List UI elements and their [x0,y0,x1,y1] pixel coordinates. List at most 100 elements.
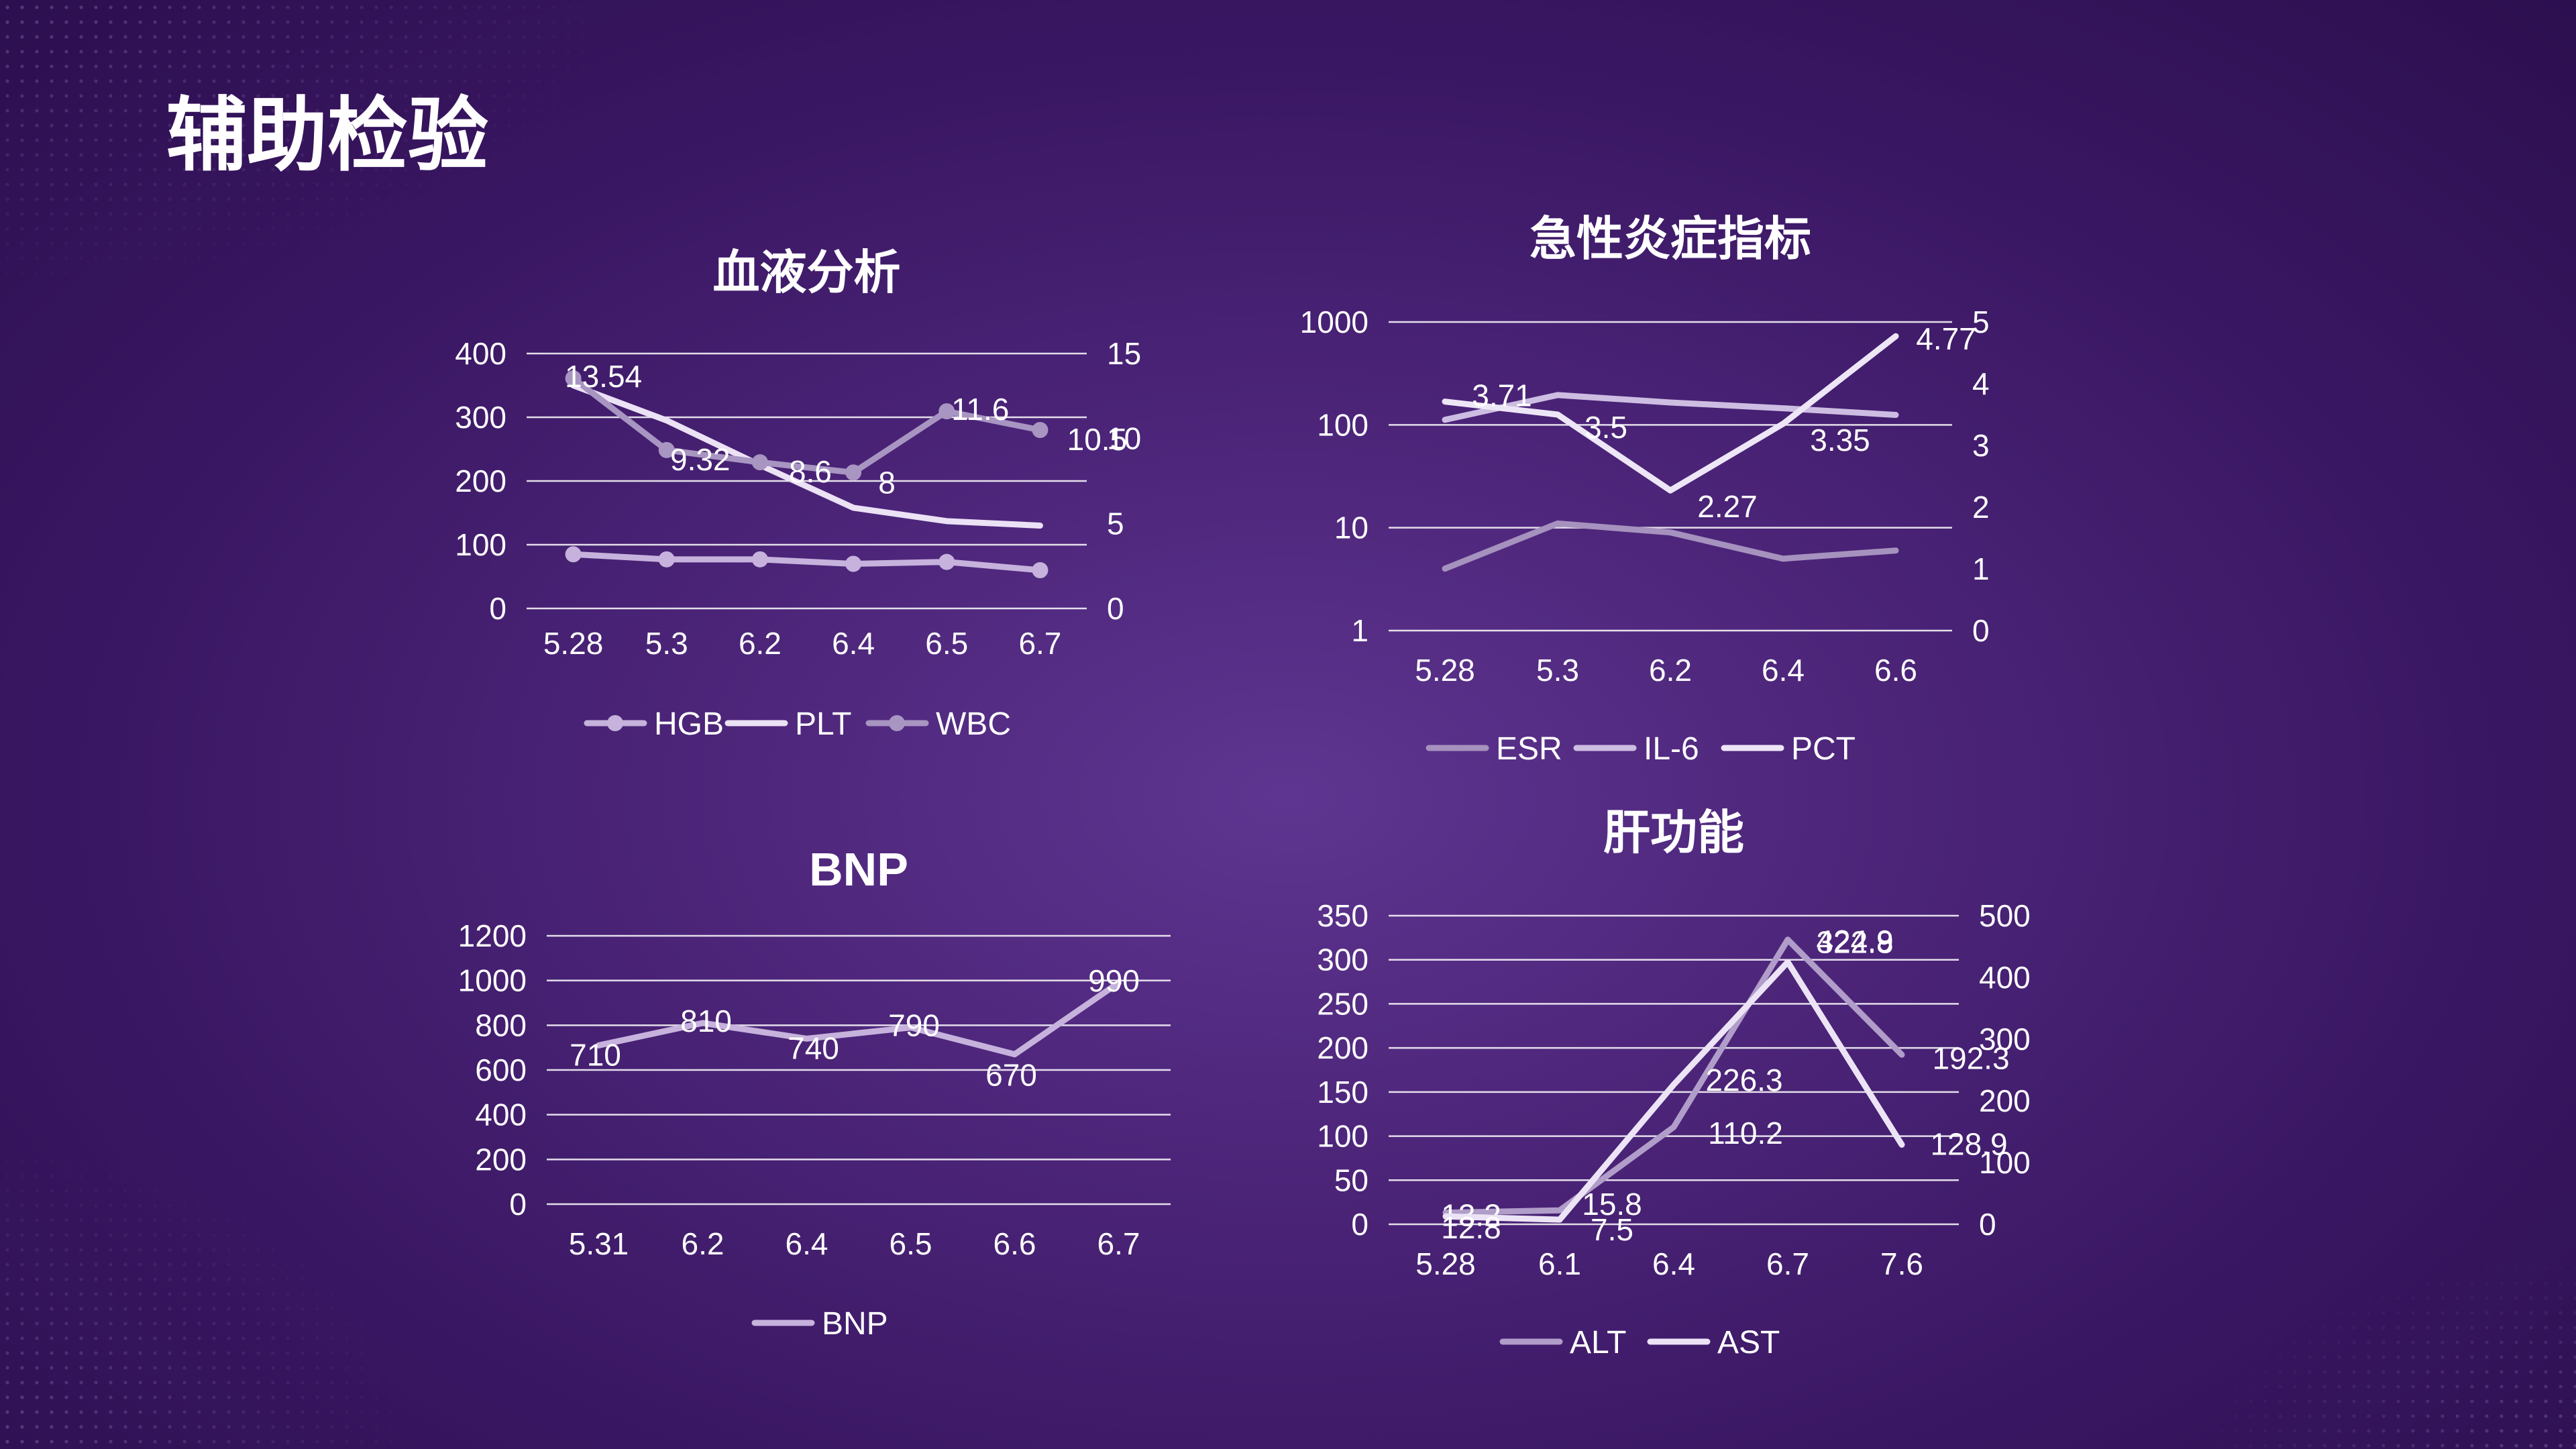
data-label: 810 [680,1004,732,1038]
series-line-ast [1442,959,1905,1223]
y2-axis-tick-label: 0 [1107,591,1124,626]
series-line-bnp [596,979,1122,1058]
y-axis-tick-label: 0 [1351,1207,1368,1242]
y-axis-tick-label: 200 [455,464,506,498]
y-axis-tick-label: 300 [1317,943,1368,977]
series-marker-wbc [658,441,675,458]
data-label: 3.5 [1585,410,1627,445]
x-axis-tick-label: 6.4 [1762,653,1805,688]
data-label: 110.2 [1708,1116,1783,1150]
y2-axis-tick-label: 0 [1972,613,1990,648]
data-label: 226.3 [1705,1063,1782,1097]
y-axis-tick-label: 150 [1317,1075,1368,1110]
data-label: 424.9 [1816,924,1893,959]
data-label: 8.6 [789,454,832,489]
liver-function-chart: 肝功能 0 50 100 150 200 250 300 350 0 100 200 300 400 500… [1317,806,2031,1360]
data-label: 990 [1088,963,1140,998]
x-axis-tick-label: 5.3 [645,626,688,661]
x-axis-tick-label: 6.7 [1766,1246,1809,1281]
series-marker-wbc [751,454,768,471]
chart-title: BNP [809,843,908,896]
series-marker-wbc [938,403,955,420]
series-marker-hgb [565,546,582,563]
x-axis-tick-label: 6.2 [1649,653,1692,688]
y-axis-tick-label: 10 [1334,511,1368,545]
y-axis-tick-label: 0 [509,1187,527,1222]
data-label: 8 [878,465,896,500]
data-label: 13.54 [565,359,642,394]
x-axis-tick-label: 6.5 [890,1226,932,1261]
series-line-esr [1442,520,1899,572]
data-label: 11.6 [951,392,1009,427]
series-line-plt [570,382,1043,529]
x-axis-tick-label: 7.6 [1880,1246,1923,1281]
chart-title: 急性炎症指标 [1529,213,1811,265]
data-label: 710 [570,1037,621,1072]
y2-axis-tick-label: 5 [1972,305,1990,339]
data-label: 4.77 [1916,321,1976,356]
legend-label: ESR [1496,731,1562,767]
y2-axis-tick-label: 2 [1972,490,1990,525]
legend-label: IL-6 [1644,731,1699,767]
legend-label: PLT [795,706,851,742]
x-axis-tick-label: 5.28 [543,626,604,661]
x-axis-tick-label: 6.4 [832,626,875,661]
y2-axis-tick-label: 400 [1979,960,2031,995]
y2-axis-tick-label: 0 [1979,1207,1996,1242]
data-label: 12.8 [1441,1210,1501,1245]
data-label: 322.8 [1816,925,1893,960]
legend-marker [607,715,623,731]
series-marker-hgb [938,553,955,570]
data-label: 9.32 [670,442,731,477]
chart-title: 血液分析 [713,246,901,299]
legend-label: WBC [936,706,1011,742]
data-label: 670 [985,1058,1037,1093]
x-axis-tick-label: 6.4 [1652,1246,1695,1281]
chart-title: 肝功能 [1603,806,1744,859]
legend-label: BNP [822,1306,888,1342]
series-line-wbc [570,375,1043,476]
series-marker-wbc [565,370,582,386]
series-marker-wbc [1032,422,1049,438]
legend-marker [889,715,905,731]
data-label: 192.3 [1932,1040,2009,1075]
series-marker-hgb [751,551,768,568]
data-label: 740 [788,1030,839,1065]
y-axis-tick-label: 0 [489,591,506,626]
legend-label: ALT [1570,1325,1626,1360]
data-label: 128.9 [1930,1126,2007,1161]
page-title: 辅助检验 [166,91,488,180]
y-axis-tick-label: 100 [1317,407,1368,442]
y-axis-tick-label: 1200 [458,918,527,953]
x-axis-tick-label: 6.5 [925,626,968,661]
series-line-alt [1442,936,1905,1216]
y-axis-tick-label: 250 [1317,986,1368,1021]
series-line-il-6 [1442,392,1899,423]
data-label: 10.5 [1067,422,1128,457]
y-axis-tick-label: 100 [455,527,506,562]
data-label: 790 [888,1008,940,1043]
x-axis-tick-label: 5.28 [1415,653,1475,688]
legend-label: HGB [654,706,724,742]
series-marker-wbc [845,464,862,481]
y-axis-tick-label: 800 [475,1008,527,1042]
y2-axis-tick-label: 100 [1979,1145,2031,1180]
y2-axis-tick-label: 1 [1972,551,1990,586]
data-label: 7.5 [1591,1212,1633,1247]
x-axis-tick-label: 6.2 [682,1226,724,1261]
x-axis-tick-label: 5.28 [1415,1246,1476,1281]
data-label: 15.8 [1582,1187,1642,1222]
y-axis-tick-label: 50 [1334,1163,1368,1197]
y2-axis-tick-label: 15 [1107,336,1141,371]
series-line-hgb [570,551,1043,574]
x-axis-tick-label: 6.4 [786,1226,828,1261]
data-label: 3.35 [1810,423,1870,458]
x-axis-tick-label: 6.6 [1874,653,1917,688]
y2-axis-tick-label: 300 [1979,1022,2031,1057]
y-axis-tick-label: 350 [1317,898,1368,933]
y-axis-tick-label: 1000 [1300,305,1368,339]
y2-axis-tick-label: 4 [1972,366,1990,401]
dot-pattern-bottom-left [0,1154,402,1449]
y-axis-tick-label: 200 [475,1142,527,1177]
data-label: 3.71 [1472,378,1532,413]
